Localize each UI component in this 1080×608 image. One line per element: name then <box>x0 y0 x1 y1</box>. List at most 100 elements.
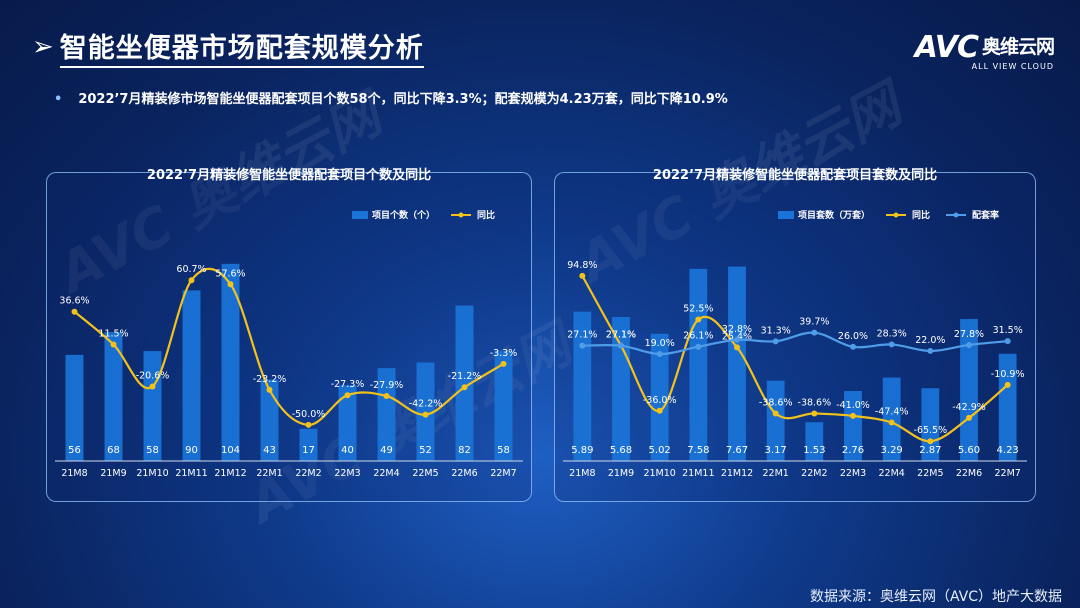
line-point <box>811 410 818 417</box>
line-point <box>695 343 702 350</box>
bar-value-label: 5.60 <box>958 445 980 456</box>
bar-value-label: 82 <box>458 445 471 456</box>
line-value-label: 19.0% <box>645 338 675 349</box>
legend-line-marker <box>893 212 899 218</box>
x-tick-label: 22M1 <box>762 468 788 479</box>
line-point <box>305 421 312 428</box>
line-value-label: -3.3% <box>490 348 518 359</box>
logo-cn: 奥维云网 <box>981 36 1055 58</box>
bar <box>882 377 901 461</box>
line-point <box>772 338 779 345</box>
x-tick-label: 21M8 <box>569 468 595 479</box>
bar-value-label: 49 <box>380 445 393 456</box>
x-tick-label: 22M2 <box>295 468 321 479</box>
line-point <box>266 386 273 393</box>
line-point <box>656 351 663 358</box>
bar <box>960 319 978 461</box>
x-tick-label: 22M6 <box>956 468 982 479</box>
line-value-label: 26.1% <box>683 331 713 342</box>
line-value-label: -38.6% <box>759 397 793 408</box>
bar <box>921 388 940 461</box>
arrow-icon: ➢ <box>32 32 54 62</box>
line-point <box>1004 381 1011 388</box>
line-point <box>71 308 78 315</box>
line-point <box>888 341 895 348</box>
line-point <box>888 419 895 426</box>
line-value-label: -38.6% <box>798 397 832 408</box>
line-value-label: -21.2% <box>448 371 482 382</box>
line-value-label: -23.2% <box>253 374 287 385</box>
line-value-label: 32.8% <box>722 324 752 335</box>
x-tick-label: 21M12 <box>721 468 753 479</box>
line-point <box>344 392 351 399</box>
line-value-label: -50.0% <box>292 409 326 420</box>
bar-value-label: 52 <box>419 445 432 456</box>
x-tick-label: 22M5 <box>917 468 943 479</box>
bar <box>260 379 279 461</box>
bar <box>728 266 746 461</box>
bar-value-label: 17 <box>302 445 315 456</box>
legend-bar-swatch <box>778 211 794 219</box>
line-point <box>927 347 934 354</box>
chart-panel-projects: 2022’7月精装修智能坐便器配套项目个数及同比 同比 项目个数（个） 56 68 58… <box>46 168 532 502</box>
x-tick-label: 22M6 <box>451 468 477 479</box>
line-value-label: 26.0% <box>838 331 868 342</box>
line-point <box>695 316 702 323</box>
page-title-text: 智能坐便器市场配套规模分析 <box>59 26 424 68</box>
x-tick-label: 21M11 <box>682 468 714 479</box>
line-point <box>656 407 663 414</box>
line-value-label: 31.3% <box>761 325 791 336</box>
bar-value-label: 56 <box>68 445 81 456</box>
legend-line-marker <box>953 212 959 218</box>
bar-value-label: 2.87 <box>919 445 941 456</box>
bar <box>766 380 785 461</box>
line-value-label: -20.6% <box>136 370 170 381</box>
summary-line: • 2022’7月精装修市场智能坐便器配套项目个数58个，同比下降3.3%；配套规… <box>54 88 728 107</box>
line-point <box>1004 338 1011 345</box>
line-point <box>772 410 779 417</box>
bar <box>494 351 513 461</box>
line-point <box>811 329 818 336</box>
x-tick-label: 22M4 <box>373 468 399 479</box>
bullet-icon: • <box>54 92 63 107</box>
line-value-label: 31.5% <box>993 325 1023 336</box>
legend-label: 同比 <box>477 209 495 221</box>
line-value-label: -42.9% <box>952 402 986 413</box>
bar-value-label: 5.68 <box>610 445 632 456</box>
x-tick-label: 22M7 <box>994 468 1020 479</box>
x-tick-label: 22M3 <box>840 468 866 479</box>
line-value-label: 36.6% <box>59 296 89 307</box>
line-value-label: 28.3% <box>877 328 907 339</box>
bar-value-label: 58 <box>146 445 159 456</box>
line-value-label: -10.9% <box>991 369 1025 380</box>
legend-label: 同比 <box>912 209 930 221</box>
bar <box>689 268 708 461</box>
line-value-label: -42.2% <box>409 399 443 410</box>
line-value-label: 27.8% <box>954 329 984 340</box>
x-tick-label: 21M11 <box>175 468 207 479</box>
legend-label: 项目套数（万套） <box>798 209 870 221</box>
line-point <box>850 412 856 419</box>
legend-line-marker <box>458 212 464 218</box>
bar <box>65 354 84 461</box>
line-point <box>461 384 468 391</box>
line-point <box>110 341 117 348</box>
series-line <box>582 331 1008 356</box>
line-value-label: 27.1% <box>567 330 597 341</box>
line-point <box>734 344 740 351</box>
bar-value-label: 2.76 <box>842 445 864 456</box>
x-tick-label: 21M9 <box>100 468 126 479</box>
x-tick-label: 22M7 <box>490 468 516 479</box>
line-value-label: 39.7% <box>799 317 829 328</box>
bar-value-label: 3.29 <box>881 445 903 456</box>
chart-title: 2022’7月精装修智能坐便器配套项目套数及同比 <box>652 168 938 183</box>
legend-label: 配套率 <box>972 209 999 221</box>
bar <box>299 428 318 461</box>
x-tick-label: 22M5 <box>412 468 438 479</box>
chart-title: 2022’7月精装修智能坐便器配套项目个数及同比 <box>146 168 432 183</box>
bar <box>377 368 396 461</box>
legend-bar-swatch <box>352 211 368 219</box>
x-tick-label: 22M4 <box>878 468 904 479</box>
bar-value-label: 7.58 <box>687 445 709 456</box>
line-point <box>850 343 856 350</box>
